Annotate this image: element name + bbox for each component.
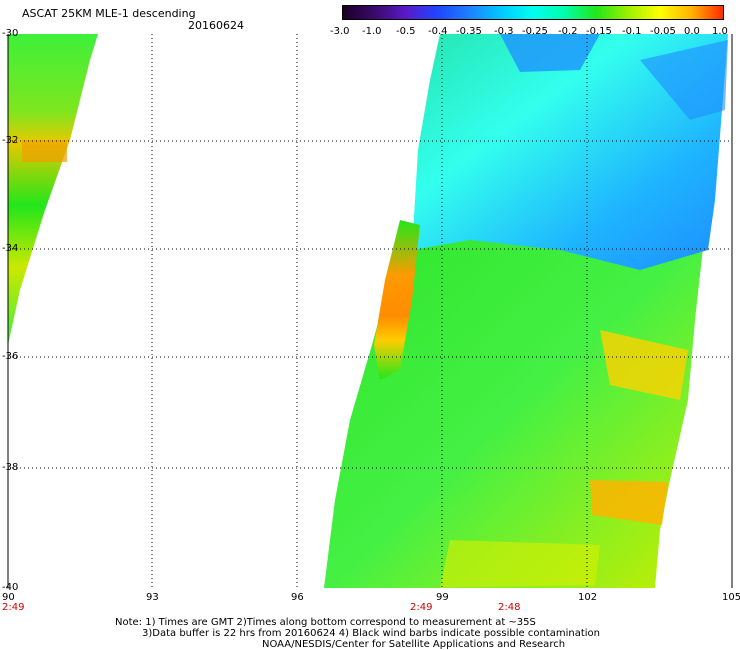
lon-label: 99 xyxy=(436,592,449,603)
colorbar-segment xyxy=(596,6,629,19)
right-swath-edge xyxy=(374,220,420,380)
colorbar-segment xyxy=(628,6,660,19)
colorbar-segment xyxy=(501,6,534,19)
colorbar-label: -3.0 xyxy=(330,26,350,37)
colorbar-label: 1.0 xyxy=(712,26,728,37)
colorbar-label: -1.0 xyxy=(362,26,382,37)
colorbar-segment xyxy=(533,6,565,19)
footnote-line: 3)Data buffer is 22 hrs from 20160624 4)… xyxy=(142,628,600,639)
time-label: 2:49 xyxy=(410,602,433,613)
lon-label: 102 xyxy=(578,592,598,603)
colorbar-label: -0.25 xyxy=(522,26,548,37)
axes-frame xyxy=(7,34,733,588)
time-label: 2:48 xyxy=(498,602,521,613)
colorbar-segment xyxy=(469,6,502,19)
map-title: ASCAT 25KM MLE-1 descending xyxy=(22,7,196,20)
lat-label: -30 xyxy=(2,28,19,39)
colorbar-label: -0.1 xyxy=(622,26,642,37)
lat-label: -40 xyxy=(2,582,19,593)
left-swath xyxy=(8,34,98,345)
colorbar-segment xyxy=(564,6,597,19)
colorbar-segment xyxy=(659,6,692,19)
map-date: 20160624 xyxy=(188,19,244,32)
footnote-line: Note: 1) Times are GMT 2)Times along bot… xyxy=(115,617,536,628)
right-swath-blue-patch xyxy=(500,34,600,72)
right-swath-blue-patch xyxy=(640,40,728,120)
colorbar-segment xyxy=(406,6,439,19)
lat-label: -36 xyxy=(2,351,19,362)
right-swath-yellow-patch xyxy=(600,330,688,400)
left-swath-highlight xyxy=(22,140,67,162)
colorbar-label: -0.2 xyxy=(558,26,578,37)
lon-label: 93 xyxy=(146,592,159,603)
lon-label: 105 xyxy=(722,592,740,603)
footnote-line: NOAA/NESDIS/Center for Satellite Applica… xyxy=(262,639,566,650)
right-swath-yellow-patch xyxy=(440,540,600,588)
lon-label: 90 xyxy=(2,592,15,603)
colorbar-label: -0.05 xyxy=(650,26,676,37)
colorbar-label: -0.15 xyxy=(586,26,612,37)
lon-gridlines xyxy=(151,34,588,588)
colorbar-label: -0.3 xyxy=(494,26,514,37)
lat-gridlines xyxy=(8,140,732,469)
colorbar xyxy=(342,5,724,20)
colorbar-label: 0.0 xyxy=(684,26,700,37)
colorbar-label: -0.5 xyxy=(396,26,416,37)
colorbar-segment xyxy=(691,6,723,19)
colorbar-segment xyxy=(438,6,470,19)
colorbar-segment xyxy=(343,6,375,19)
colorbar-label: -0.35 xyxy=(456,26,482,37)
lat-label: -38 xyxy=(2,462,19,473)
lon-label: 96 xyxy=(291,592,304,603)
lat-label: -34 xyxy=(2,243,19,254)
right-swath-bottom xyxy=(324,230,705,588)
right-swath-orange-patch xyxy=(590,480,668,525)
time-label: 2:49 xyxy=(2,602,25,613)
lat-label: -32 xyxy=(2,135,19,146)
right-swath-top xyxy=(412,34,728,270)
colorbar-segment xyxy=(374,6,407,19)
colorbar-label: -0.4 xyxy=(428,26,448,37)
